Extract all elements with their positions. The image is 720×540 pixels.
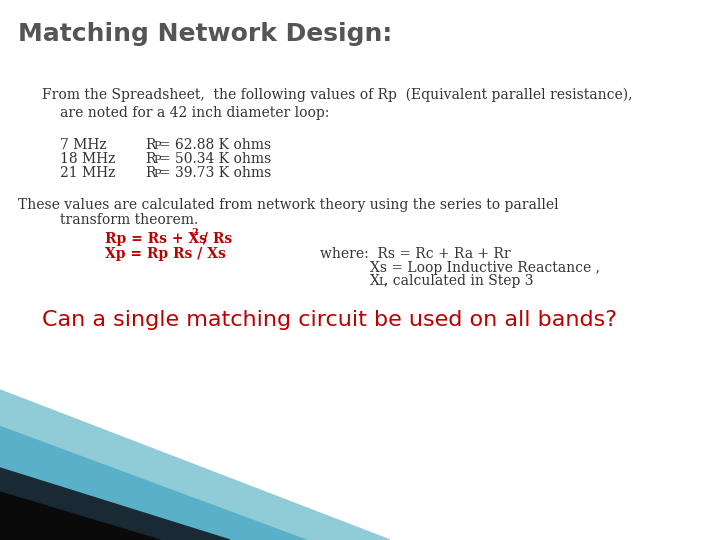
Text: 2: 2 bbox=[191, 228, 198, 237]
Text: Rp = Rs + Xs: Rp = Rs + Xs bbox=[105, 232, 207, 246]
Text: = 62.88 K ohms: = 62.88 K ohms bbox=[159, 138, 271, 152]
Text: L: L bbox=[378, 277, 385, 287]
Text: Xp = Rp Rs / Xs: Xp = Rp Rs / Xs bbox=[105, 247, 226, 261]
Text: From the Spreadsheet,  the following values of Rp  (Equivalent parallel resistan: From the Spreadsheet, the following valu… bbox=[42, 88, 632, 103]
Text: Xs = Loop Inductive Reactance ,: Xs = Loop Inductive Reactance , bbox=[370, 261, 600, 275]
Polygon shape bbox=[0, 468, 230, 540]
Text: These values are calculated from network theory using the series to parallel: These values are calculated from network… bbox=[18, 198, 559, 212]
Text: R: R bbox=[145, 138, 156, 152]
Text: X: X bbox=[370, 274, 380, 288]
Text: P: P bbox=[153, 141, 161, 151]
Text: where:  Rs = Rc + Ra + Rr: where: Rs = Rc + Ra + Rr bbox=[320, 247, 510, 261]
Text: 21 MHz: 21 MHz bbox=[60, 166, 115, 180]
Text: R: R bbox=[145, 166, 156, 180]
Text: / Rs: / Rs bbox=[198, 232, 233, 246]
Text: Can a single matching circuit be used on all bands?: Can a single matching circuit be used on… bbox=[42, 310, 617, 330]
Text: = 39.73 K ohms: = 39.73 K ohms bbox=[159, 166, 271, 180]
Text: 18 MHz: 18 MHz bbox=[60, 152, 115, 166]
Polygon shape bbox=[0, 492, 160, 540]
Text: P: P bbox=[153, 155, 161, 165]
Text: = 50.34 K ohms: = 50.34 K ohms bbox=[159, 152, 271, 166]
Polygon shape bbox=[0, 390, 390, 540]
Text: P: P bbox=[153, 169, 161, 179]
Text: , calculated in Step 3: , calculated in Step 3 bbox=[384, 274, 534, 288]
Text: are noted for a 42 inch diameter loop:: are noted for a 42 inch diameter loop: bbox=[60, 106, 329, 120]
Text: 7 MHz: 7 MHz bbox=[60, 138, 107, 152]
Polygon shape bbox=[0, 425, 310, 540]
Text: Matching Network Design:: Matching Network Design: bbox=[18, 22, 392, 46]
Text: transform theorem.: transform theorem. bbox=[60, 213, 198, 227]
Text: R: R bbox=[145, 152, 156, 166]
